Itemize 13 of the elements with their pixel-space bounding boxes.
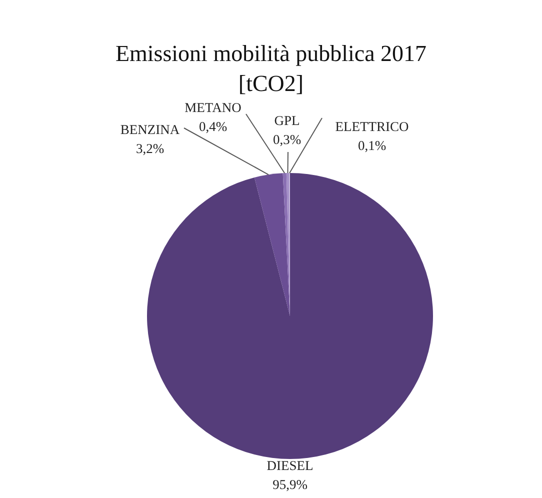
chart-title: Emissioni mobilità pubblica 2017 [tCO2]: [115, 41, 427, 96]
data-label: 95,9%: [272, 477, 308, 492]
slice-label: BENZINA: [120, 122, 180, 137]
data-label: 0,3%: [272, 132, 302, 147]
slice-label: DIESEL: [266, 458, 314, 473]
data-label: 0,1%: [358, 138, 386, 153]
pie-slice: [254, 173, 290, 316]
slice-label: ELETTRICO: [335, 119, 409, 134]
data-label: 0,4%: [198, 119, 228, 134]
pie-slice: [147, 173, 433, 459]
slice-label: METANO: [184, 100, 242, 115]
slice-label: GPL: [274, 113, 300, 128]
data-label: 3,2%: [136, 141, 164, 156]
